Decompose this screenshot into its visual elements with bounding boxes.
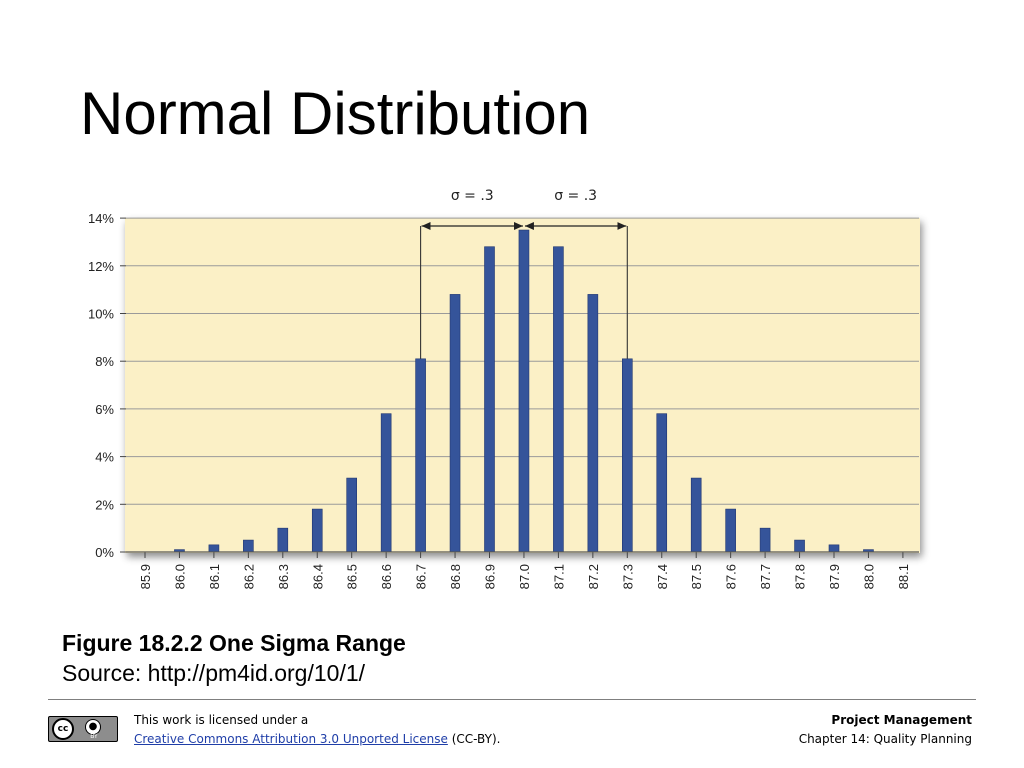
- bar: [484, 246, 495, 553]
- bar: [656, 413, 668, 553]
- sigma-label: σ = .3: [554, 188, 597, 204]
- bars: [174, 229, 874, 553]
- x-tick-label: 86.1: [207, 564, 222, 589]
- x-tick-label: 88.0: [861, 564, 876, 589]
- y-tick-label: 8%: [95, 354, 114, 369]
- license-line: Creative Commons Attribution 3.0 Unporte…: [134, 730, 500, 749]
- chapter-label: Chapter 14: Quality Planning: [798, 732, 972, 746]
- bar: [690, 477, 702, 553]
- bar: [553, 246, 564, 553]
- x-tick-label: 88.1: [896, 564, 911, 589]
- badge-by-label: BY: [90, 733, 98, 740]
- x-tick-label: 85.9: [138, 564, 153, 589]
- bar: [311, 508, 323, 553]
- caption-title: Figure 18.2.2 One Sigma Range: [62, 630, 406, 656]
- license-notice: This work is licensed under a Creative C…: [134, 711, 500, 749]
- bar: [380, 413, 392, 553]
- course-title: Project Management: [831, 713, 972, 727]
- x-tick-label: 86.6: [379, 564, 394, 589]
- x-tick-label: 87.4: [655, 564, 670, 589]
- x-tick-label: 87.9: [827, 564, 842, 589]
- bar: [621, 358, 633, 553]
- bar: [243, 539, 254, 553]
- bar: [759, 527, 771, 553]
- x-tick-label: 87.7: [758, 564, 773, 589]
- license-link[interactable]: Creative Commons Attribution 3.0 Unporte…: [134, 732, 448, 746]
- x-tick-label: 86.0: [172, 564, 187, 589]
- normal-distribution-chart: 0% 2% 4% 6% 8% 10% 12% 14% σ = .3 σ = .3 85.9 86.…: [88, 188, 920, 589]
- bar: [828, 544, 840, 553]
- bar: [208, 544, 220, 553]
- attribution-person-icon: ●: [85, 719, 101, 735]
- bar: [415, 358, 426, 553]
- y-tick-label: 14%: [88, 211, 114, 226]
- x-tick-label: 86.8: [448, 564, 463, 589]
- y-tick-label: 2%: [95, 497, 114, 512]
- x-tick-label: 86.4: [310, 564, 325, 589]
- x-tick-label: 87.8: [793, 564, 808, 589]
- y-tick-label: 12%: [88, 259, 114, 274]
- x-tick-label: 86.9: [483, 564, 498, 589]
- sigma-label: σ = .3: [451, 188, 494, 204]
- caption-source: Source: http://pm4id.org/10/1/: [62, 660, 366, 686]
- x-axis-ticks: 85.9 86.0 86.1 86.2 86.3 86.4 86.5 86.6 86.7 86.8…: [126, 551, 919, 589]
- license-suffix: (CC-BY).: [447, 732, 501, 746]
- course-info: Project Management Chapter 14: Quality P…: [799, 711, 972, 749]
- creative-commons-icon: cc: [52, 718, 74, 740]
- x-tick-label: 87.5: [689, 564, 704, 589]
- x-tick-label: 87.2: [586, 564, 601, 589]
- x-tick-label: 86.5: [345, 564, 360, 589]
- figure-caption: Figure 18.2.2 One Sigma Range Source: ht…: [62, 628, 406, 688]
- x-tick-label: 87.0: [517, 564, 532, 589]
- y-tick-label: 4%: [95, 450, 114, 465]
- bar: [277, 527, 289, 553]
- bar: [449, 294, 461, 553]
- bar: [725, 508, 736, 553]
- x-tick-label: 86.7: [414, 564, 429, 589]
- x-tick-label: 87.1: [551, 564, 566, 589]
- y-tick-label: 10%: [88, 307, 114, 322]
- x-tick-label: 86.3: [276, 564, 291, 589]
- x-tick-label: 87.3: [620, 564, 635, 589]
- y-tick-label: 0%: [95, 545, 114, 560]
- cc-by-badge-icon[interactable]: cc ● BY: [48, 716, 118, 742]
- license-prefix: This work is licensed under a: [134, 713, 309, 727]
- x-tick-label: 86.2: [241, 564, 256, 589]
- bar: [587, 294, 599, 553]
- bar: [518, 229, 530, 553]
- bar: [346, 477, 358, 553]
- bar: [794, 539, 805, 553]
- footer-divider: [48, 699, 976, 700]
- y-axis-ticks: 0% 2% 4% 6% 8% 10% 12% 14%: [88, 211, 126, 560]
- x-tick-label: 87.6: [724, 564, 739, 589]
- slide-title: Normal Distribution: [80, 80, 591, 147]
- y-tick-label: 6%: [95, 402, 114, 417]
